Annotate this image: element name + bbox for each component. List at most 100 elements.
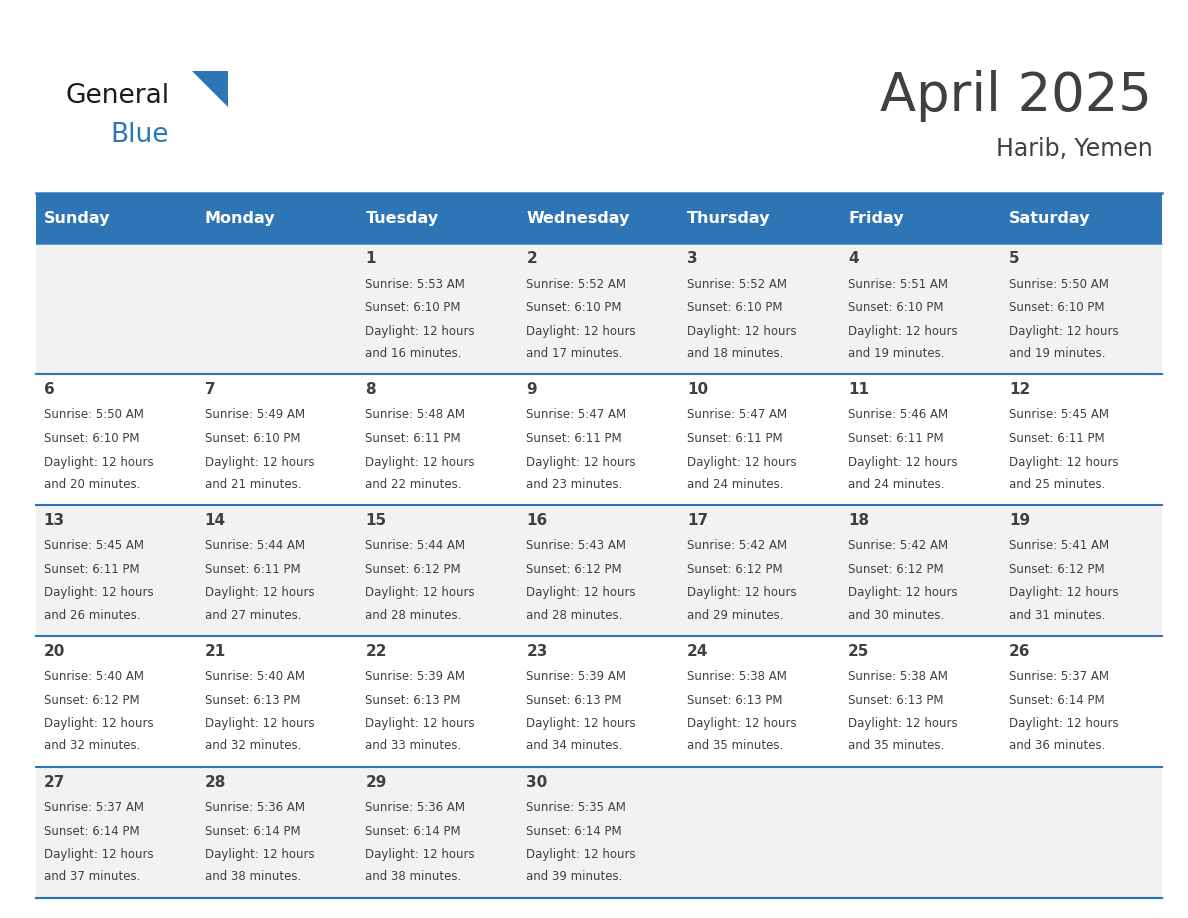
Text: Sunrise: 5:37 AM: Sunrise: 5:37 AM [1009, 670, 1110, 683]
Text: Sunset: 6:11 PM: Sunset: 6:11 PM [44, 563, 139, 576]
Text: Sunset: 6:12 PM: Sunset: 6:12 PM [687, 563, 783, 576]
Text: Sunrise: 5:41 AM: Sunrise: 5:41 AM [1009, 539, 1110, 553]
Bar [680, 767, 840, 898]
Text: and 25 minutes.: and 25 minutes. [1009, 477, 1105, 491]
Bar [36, 375, 196, 505]
Text: Sunrise: 5:39 AM: Sunrise: 5:39 AM [366, 670, 466, 683]
Text: Daylight: 12 hours: Daylight: 12 hours [366, 587, 475, 599]
Bar [680, 243, 840, 375]
Text: Daylight: 12 hours: Daylight: 12 hours [526, 717, 636, 730]
Text: Sunrise: 5:48 AM: Sunrise: 5:48 AM [366, 409, 466, 421]
Text: 20: 20 [44, 644, 65, 659]
Text: Daylight: 12 hours: Daylight: 12 hours [204, 455, 314, 468]
Text: 2: 2 [526, 252, 537, 266]
Text: Sunset: 6:12 PM: Sunset: 6:12 PM [366, 563, 461, 576]
Bar [840, 636, 1001, 767]
Text: 4: 4 [848, 252, 859, 266]
Text: Daylight: 12 hours: Daylight: 12 hours [204, 717, 314, 730]
Text: Sunrise: 5:36 AM: Sunrise: 5:36 AM [204, 801, 304, 814]
Text: 25: 25 [848, 644, 870, 659]
Bar [358, 767, 518, 898]
Text: Daylight: 12 hours: Daylight: 12 hours [1009, 717, 1119, 730]
Text: and 24 minutes.: and 24 minutes. [848, 477, 944, 491]
Bar [518, 375, 680, 505]
Bar [358, 243, 518, 375]
Text: Sunrise: 5:36 AM: Sunrise: 5:36 AM [366, 801, 466, 814]
Text: General: General [65, 84, 170, 109]
Bar [840, 505, 1001, 636]
Text: and 22 minutes.: and 22 minutes. [366, 477, 462, 491]
Text: 29: 29 [366, 775, 387, 789]
Text: April 2025: April 2025 [880, 71, 1152, 122]
Text: and 29 minutes.: and 29 minutes. [687, 609, 784, 621]
Text: Sunset: 6:10 PM: Sunset: 6:10 PM [687, 301, 783, 314]
Text: Sunrise: 5:37 AM: Sunrise: 5:37 AM [44, 801, 144, 814]
Text: Daylight: 12 hours: Daylight: 12 hours [44, 455, 153, 468]
Text: Sunset: 6:14 PM: Sunset: 6:14 PM [44, 824, 139, 837]
Text: Sunset: 6:14 PM: Sunset: 6:14 PM [366, 824, 461, 837]
Text: Sunset: 6:13 PM: Sunset: 6:13 PM [526, 694, 621, 707]
Bar [518, 767, 680, 898]
Text: Wednesday: Wednesday [526, 210, 630, 226]
Text: Sunrise: 5:52 AM: Sunrise: 5:52 AM [687, 277, 788, 291]
Text: Sunset: 6:10 PM: Sunset: 6:10 PM [1009, 301, 1105, 314]
Text: 22: 22 [366, 644, 387, 659]
Text: Sunrise: 5:52 AM: Sunrise: 5:52 AM [526, 277, 626, 291]
Text: and 39 minutes.: and 39 minutes. [526, 870, 623, 883]
Bar [1001, 767, 1162, 898]
Text: Sunset: 6:14 PM: Sunset: 6:14 PM [526, 824, 623, 837]
Bar [1001, 193, 1162, 243]
Text: 18: 18 [848, 513, 870, 528]
Text: and 31 minutes.: and 31 minutes. [1009, 609, 1105, 621]
Text: 27: 27 [44, 775, 65, 789]
Text: Daylight: 12 hours: Daylight: 12 hours [687, 455, 797, 468]
Bar [840, 375, 1001, 505]
Text: 8: 8 [366, 382, 377, 397]
Text: 9: 9 [526, 382, 537, 397]
Text: Sunset: 6:11 PM: Sunset: 6:11 PM [366, 432, 461, 445]
Bar [196, 767, 358, 898]
Text: Daylight: 12 hours: Daylight: 12 hours [687, 587, 797, 599]
Text: 17: 17 [687, 513, 708, 528]
Bar [196, 243, 358, 375]
Bar [1001, 243, 1162, 375]
Bar [840, 767, 1001, 898]
Text: 3: 3 [687, 252, 697, 266]
Text: Daylight: 12 hours: Daylight: 12 hours [848, 717, 958, 730]
Text: Daylight: 12 hours: Daylight: 12 hours [526, 325, 636, 338]
Text: 10: 10 [687, 382, 708, 397]
Text: Sunrise: 5:38 AM: Sunrise: 5:38 AM [687, 670, 788, 683]
Text: Sunrise: 5:40 AM: Sunrise: 5:40 AM [44, 670, 144, 683]
Text: Sunrise: 5:38 AM: Sunrise: 5:38 AM [848, 670, 948, 683]
Text: Daylight: 12 hours: Daylight: 12 hours [1009, 455, 1119, 468]
Text: Daylight: 12 hours: Daylight: 12 hours [848, 587, 958, 599]
Bar [196, 375, 358, 505]
Text: Monday: Monday [204, 210, 276, 226]
Bar [196, 505, 358, 636]
Text: and 18 minutes.: and 18 minutes. [687, 347, 784, 360]
Text: and 24 minutes.: and 24 minutes. [687, 477, 784, 491]
Text: Sunrise: 5:45 AM: Sunrise: 5:45 AM [44, 539, 144, 553]
Text: and 30 minutes.: and 30 minutes. [848, 609, 944, 621]
Text: Sunset: 6:11 PM: Sunset: 6:11 PM [526, 432, 623, 445]
Text: Sunset: 6:13 PM: Sunset: 6:13 PM [687, 694, 783, 707]
Text: Daylight: 12 hours: Daylight: 12 hours [1009, 587, 1119, 599]
Text: Sunrise: 5:50 AM: Sunrise: 5:50 AM [44, 409, 144, 421]
Text: Sunset: 6:12 PM: Sunset: 6:12 PM [848, 563, 943, 576]
Text: Sunrise: 5:44 AM: Sunrise: 5:44 AM [204, 539, 304, 553]
Text: Sunset: 6:14 PM: Sunset: 6:14 PM [1009, 694, 1105, 707]
Text: Tuesday: Tuesday [366, 210, 438, 226]
Text: Sunrise: 5:40 AM: Sunrise: 5:40 AM [204, 670, 304, 683]
Text: Sunset: 6:12 PM: Sunset: 6:12 PM [1009, 563, 1105, 576]
Text: 14: 14 [204, 513, 226, 528]
Text: Sunset: 6:11 PM: Sunset: 6:11 PM [848, 432, 943, 445]
Text: and 23 minutes.: and 23 minutes. [526, 477, 623, 491]
Text: Sunrise: 5:46 AM: Sunrise: 5:46 AM [848, 409, 948, 421]
Text: and 37 minutes.: and 37 minutes. [44, 870, 140, 883]
Bar [518, 636, 680, 767]
Bar [358, 375, 518, 505]
Text: and 38 minutes.: and 38 minutes. [366, 870, 462, 883]
Text: Sunrise: 5:45 AM: Sunrise: 5:45 AM [1009, 409, 1110, 421]
Bar [358, 505, 518, 636]
Text: Sunrise: 5:51 AM: Sunrise: 5:51 AM [848, 277, 948, 291]
